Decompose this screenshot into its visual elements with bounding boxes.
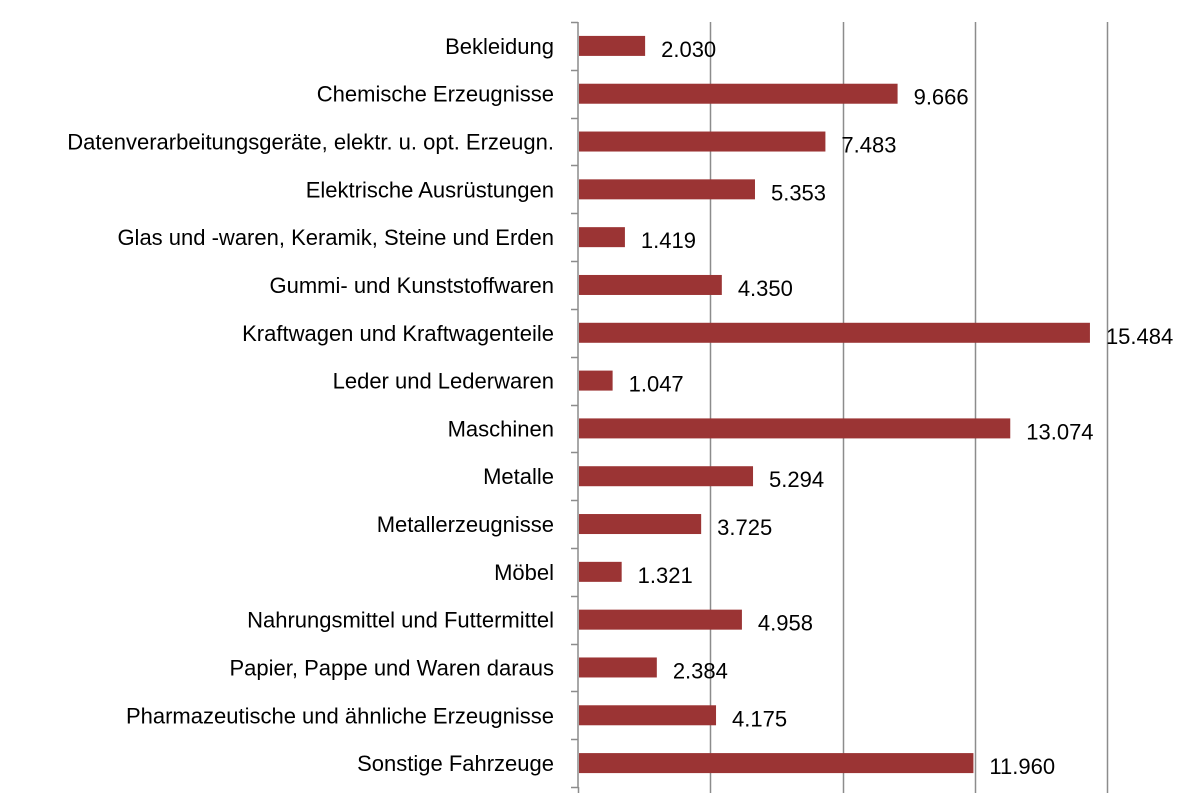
gridlines	[709, 22, 1109, 787]
bar-11	[579, 561, 622, 582]
category-label-10: Metallerzeugnisse	[377, 512, 554, 537]
category-label-12: Nahrungsmittel und Futtermittel	[247, 608, 554, 633]
value-label-9: 5.294	[769, 467, 824, 492]
value-label-2: 7.483	[841, 133, 896, 158]
category-label-9: Metalle	[483, 464, 554, 489]
bar-15	[579, 753, 974, 774]
value-label-13: 2.384	[673, 658, 728, 683]
value-label-10: 3.725	[717, 515, 772, 540]
category-label-11: Möbel	[494, 560, 554, 585]
bar-5	[579, 274, 722, 295]
bar-8	[579, 418, 1011, 439]
value-label-5: 4.350	[738, 276, 793, 301]
category-label-5: Gummi- und Kunststoffwaren	[270, 273, 555, 298]
category-label-4: Glas und -waren, Keramik, Steine und Erd…	[117, 225, 554, 250]
bar-6	[579, 322, 1090, 343]
bar-12	[579, 609, 742, 630]
bar-1	[579, 83, 898, 104]
value-label-7: 1.047	[629, 372, 684, 397]
bar-13	[579, 657, 657, 678]
value-label-12: 4.958	[758, 611, 813, 636]
value-label-1: 9.666	[914, 85, 969, 110]
value-label-3: 5.353	[771, 180, 826, 205]
category-label-3: Elektrische Ausrüstungen	[306, 177, 554, 202]
category-label-14: Pharmazeutische und ähnliche Erzeugnisse	[126, 703, 554, 728]
bar-4	[579, 227, 625, 248]
category-label-8: Maschinen	[448, 416, 554, 441]
category-label-7: Leder und Lederwaren	[333, 369, 554, 394]
category-label-15: Sonstige Fahrzeuge	[357, 751, 554, 776]
bar-14	[579, 705, 717, 726]
value-label-4: 1.419	[641, 228, 696, 253]
category-label-13: Papier, Pappe und Waren daraus	[229, 655, 554, 680]
labels: Bekleidung 2.030 Chemische Erzeugnisse 9.66…	[67, 34, 1173, 779]
value-label-6: 15.484	[1106, 324, 1173, 349]
bar-7	[579, 370, 613, 391]
bar-2	[579, 131, 826, 152]
value-label-11: 1.321	[638, 563, 693, 588]
value-label-8: 13.074	[1026, 419, 1093, 444]
bar-0	[579, 35, 646, 56]
category-label-6: Kraftwagen und Kraftwagenteile	[242, 321, 554, 346]
bar-9	[579, 466, 754, 487]
category-axis	[571, 21, 1109, 793]
bar-3	[579, 179, 755, 200]
value-label-0: 2.030	[661, 37, 716, 62]
category-label-0: Bekleidung	[445, 34, 554, 59]
bars	[579, 35, 1090, 774]
value-label-15: 11.960	[989, 754, 1055, 779]
category-label-2: Datenverarbeitungsgeräte, elektr. u. opt…	[67, 130, 554, 155]
value-label-14: 4.175	[732, 706, 787, 731]
category-label-1: Chemische Erzeugnisse	[317, 82, 554, 107]
bar-10	[579, 514, 702, 535]
